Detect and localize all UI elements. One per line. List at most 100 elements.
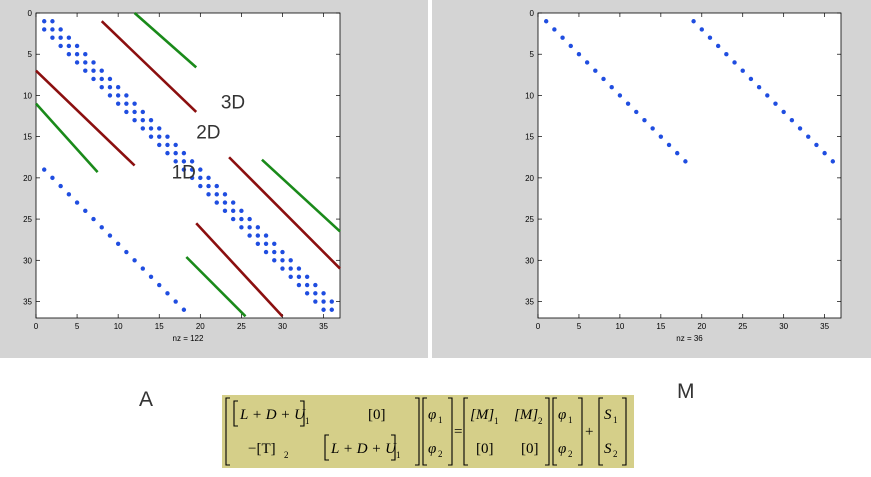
s-bracket-left (598, 397, 603, 466)
matrix-a-level-label: 1D (172, 163, 196, 184)
matrix-m-nonzero-marker (756, 84, 762, 90)
matrix-a-nonzero-marker (50, 35, 55, 40)
matrix-m-nonzero-marker (715, 43, 721, 49)
matrix-m-nonzero-marker (748, 76, 754, 82)
matrix-m-nonzero-marker (699, 27, 704, 32)
matrix-a-y-tick-label: 25 (23, 215, 32, 224)
matrix-a-nonzero-marker (99, 76, 104, 82)
phi2-bracket-right (578, 397, 583, 466)
lhs-outer-bracket-right (415, 397, 420, 466)
matrix-a-nonzero-marker (83, 68, 88, 73)
matrix-a-nonzero-marker (58, 183, 63, 189)
matrix-m-plot-area (537, 12, 842, 319)
matrix-a-level-label: 2D (196, 122, 220, 143)
matrix-a-nonzero-marker (304, 282, 310, 288)
matrix-a-nonzero-marker (91, 76, 96, 82)
matrix-a-nonzero-marker (148, 126, 154, 131)
matrix-a-nonzero-marker (189, 167, 195, 172)
matrix-a-level-label: 3D (221, 93, 245, 114)
rhs-r1c1: [M] (470, 407, 494, 423)
matrix-a-nonzero-marker (99, 225, 104, 230)
matrix-a-x-tick-label: 35 (319, 322, 328, 331)
lhs-outer-bracket-left (225, 397, 230, 466)
matrix-m-nonzero-marker (781, 109, 786, 115)
matrix-m-y-tick-label: 20 (525, 174, 534, 183)
s-2-sub: 2 (613, 449, 618, 459)
rhs-r2c1: [0] (476, 441, 494, 457)
s-1: S (604, 407, 612, 423)
matrix-a-y-tick-label: 20 (23, 174, 32, 183)
matrix-a-nonzero-marker (132, 258, 137, 263)
matrix-a-x-tick-label: 15 (155, 322, 164, 331)
matrix-a-nonzero-marker (140, 266, 146, 271)
matrix-a-nonzero-marker (247, 233, 252, 238)
matrix-a-nonzero-marker (115, 241, 121, 247)
rhs-bracket-left (463, 397, 468, 466)
matrix-a-x-tick-label: 5 (75, 322, 80, 331)
matrix-a-nonzero-marker (263, 249, 269, 255)
matrix-a-nonzero-marker (107, 93, 113, 98)
matrix-a-nonzero-marker (214, 183, 219, 189)
rhs-r1c1-sub: 1 (494, 416, 499, 426)
matrix-a-nonzero-marker (66, 52, 72, 57)
matrix-m-nonzero-marker (830, 159, 836, 164)
rhs-bracket-right (545, 397, 550, 466)
matrix-a-nonzero-marker (247, 225, 252, 230)
matrix-m-x-tick-label: 20 (697, 322, 706, 331)
matrix-a-y-tick-label: 5 (28, 50, 33, 59)
matrix-m-nonzero-marker (724, 52, 729, 57)
matrix-m-y-tick-label: 0 (530, 9, 535, 18)
matrix-a-nonzero-marker (74, 52, 80, 57)
matrix-a-nonzero-marker (222, 200, 228, 205)
rhs-r1c2-sub: 2 (538, 416, 543, 426)
matrix-a-nonzero-marker (165, 150, 170, 156)
phi-bracket-right (448, 397, 453, 466)
matrix-m-nonzero-marker (560, 35, 565, 40)
matrix-a-nonzero-marker (214, 200, 219, 205)
matrix-a-nonzero-marker (157, 134, 162, 139)
matrix-a-nonzero-marker (263, 241, 269, 247)
matrix-a-nonzero-marker (124, 249, 129, 255)
matrix-a-nonzero-marker (280, 249, 285, 255)
matrix-a-nonzero-marker (230, 200, 236, 205)
matrix-m-nonzero-marker (773, 101, 778, 106)
matrix-a-nonzero-marker (115, 93, 121, 98)
matrix-a-nonzero-marker (313, 299, 318, 304)
lhs-r2c2-bracket-left (324, 434, 329, 461)
matrix-a-level-3d-coupling-line (35, 102, 99, 173)
matrix-a-level-2d-coupling-line (195, 222, 284, 318)
matrix-a-nonzero-marker (66, 43, 72, 49)
matrix-a-nonzero-marker (83, 60, 88, 65)
equation-svg: L + D + U 1 [0] −[T] 2 L + D + U 1 φ 1 φ… (225, 397, 627, 466)
matrix-m-nonzero-marker (683, 159, 688, 164)
matrix-a-nonzero-marker (132, 117, 137, 123)
matrix-a-nonzero-marker (206, 192, 211, 197)
matrix-a-nonzero-marker (222, 208, 228, 214)
matrix-a-nonzero-marker (263, 233, 269, 238)
matrix-a-nonzero-marker (74, 200, 80, 205)
matrix-a-nonzero-marker (107, 233, 113, 238)
matrix-m-nonzero-marker (617, 93, 623, 98)
matrix-a-y-tick-label: 10 (23, 91, 32, 100)
matrix-a-nonzero-marker (132, 101, 137, 106)
matrix-m-nonzero-marker (568, 43, 573, 49)
phi-2-sub: 2 (438, 449, 443, 459)
matrix-a-nonzero-marker (157, 282, 162, 288)
phi-1: φ (428, 407, 436, 423)
matrix-m-nonzero-marker (552, 27, 557, 32)
matrix-a-nonzero-marker (239, 208, 244, 214)
matrix-a-nonzero-marker (296, 282, 302, 288)
matrix-m-plot: 0 0 5 5 10 10 15 15 20 20 25 25 30 30 35 35 nz = 36 (525, 9, 842, 343)
matrix-m-nonzero-marker (675, 150, 680, 156)
matrix-a-nonzero-marker (296, 266, 302, 271)
matrix-a-nonzero-marker (239, 225, 244, 230)
matrix-a-x-tick-label: 25 (237, 322, 246, 331)
block-matrix-equation: L + D + U 1 [0] −[T] 2 L + D + U 1 φ 1 φ… (222, 395, 634, 468)
matrix-a-nonzero-marker (107, 84, 113, 90)
matrix-a-nonzero-marker (313, 282, 318, 288)
matrix-a-nonzero-marker (181, 150, 187, 156)
matrix-m-x-tick-label: 35 (820, 322, 829, 331)
matrix-a-nonzero-marker (91, 60, 96, 65)
phi2-2: φ (558, 441, 566, 457)
matrix-m-nonzero-marker (543, 19, 549, 24)
